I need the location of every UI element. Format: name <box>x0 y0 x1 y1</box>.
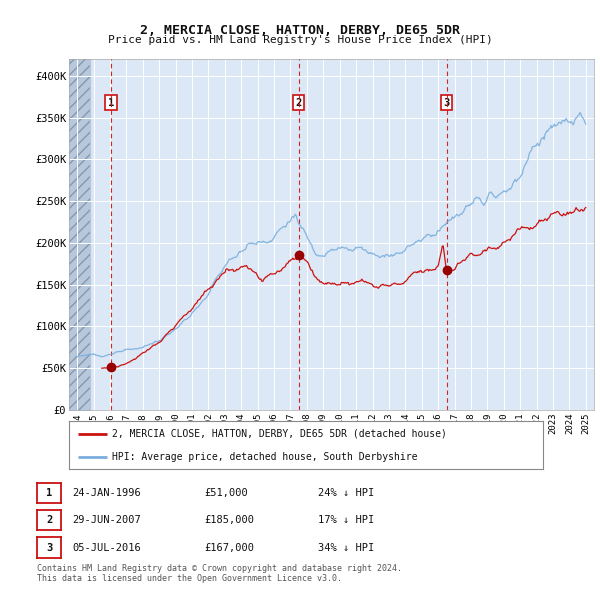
Text: 3: 3 <box>46 543 52 552</box>
Text: 3: 3 <box>443 98 449 108</box>
Text: 34% ↓ HPI: 34% ↓ HPI <box>318 543 374 552</box>
Text: 2, MERCIA CLOSE, HATTON, DERBY, DE65 5DR: 2, MERCIA CLOSE, HATTON, DERBY, DE65 5DR <box>140 24 460 37</box>
Text: £51,000: £51,000 <box>204 488 248 497</box>
Text: 2: 2 <box>46 516 52 525</box>
Text: 1: 1 <box>108 98 114 108</box>
Text: This data is licensed under the Open Government Licence v3.0.: This data is licensed under the Open Gov… <box>37 574 342 583</box>
Text: 1: 1 <box>46 488 52 497</box>
Text: Price paid vs. HM Land Registry's House Price Index (HPI): Price paid vs. HM Land Registry's House … <box>107 35 493 45</box>
Text: 05-JUL-2016: 05-JUL-2016 <box>72 543 141 552</box>
Text: 24% ↓ HPI: 24% ↓ HPI <box>318 488 374 497</box>
Text: £185,000: £185,000 <box>204 516 254 525</box>
Text: HPI: Average price, detached house, South Derbyshire: HPI: Average price, detached house, Sout… <box>112 452 417 462</box>
Text: 2: 2 <box>295 98 302 108</box>
Text: 24-JAN-1996: 24-JAN-1996 <box>72 488 141 497</box>
Text: 29-JUN-2007: 29-JUN-2007 <box>72 516 141 525</box>
Text: 17% ↓ HPI: 17% ↓ HPI <box>318 516 374 525</box>
Text: 2, MERCIA CLOSE, HATTON, DERBY, DE65 5DR (detached house): 2, MERCIA CLOSE, HATTON, DERBY, DE65 5DR… <box>112 429 446 439</box>
Text: Contains HM Land Registry data © Crown copyright and database right 2024.: Contains HM Land Registry data © Crown c… <box>37 563 402 572</box>
Text: £167,000: £167,000 <box>204 543 254 552</box>
